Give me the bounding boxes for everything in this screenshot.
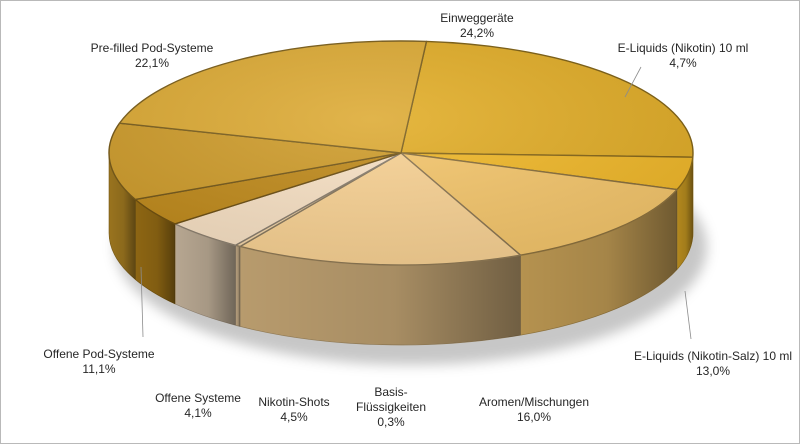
data-label-category: Einweggeräte xyxy=(440,11,514,25)
data-label-value: 13,0% xyxy=(695,364,731,378)
data-label-value: 22,1% xyxy=(134,56,170,70)
data-label-value: 11,1% xyxy=(82,362,116,376)
data-label-pre-filled-pod-systeme: Pre-filled Pod-Systeme 22,1% xyxy=(91,41,214,71)
data-label-category: Offene Pod-Systeme xyxy=(43,347,155,361)
data-label-value: 24,2% xyxy=(459,26,495,40)
data-label-e-liquids-nikotin-salz-10-ml: E-Liquids (Nikotin-Salz) 10 ml 13,0% xyxy=(634,349,792,379)
data-label-category: Pre-filled Pod-Systeme xyxy=(90,41,214,55)
data-label-basis-flussigkeiten: Basis- Flüssigkeiten 0,3% xyxy=(356,385,426,430)
data-label-category: Offene Systeme xyxy=(155,391,241,405)
data-label-e-liquids-nikotin-10-ml: E-Liquids (Nikotin) 10 ml 4,7% xyxy=(618,41,749,71)
data-label-value: 16,0% xyxy=(516,410,552,424)
leader-line-offene-pod-systeme xyxy=(140,266,144,338)
data-label-category: Basis- xyxy=(374,385,408,399)
data-label-value: 4,7% xyxy=(669,56,697,70)
data-label-category: Nikotin-Shots xyxy=(258,395,330,409)
data-label-offene-systeme: Offene Systeme 4,1% xyxy=(155,391,241,421)
data-label-category: Flüssigkeiten xyxy=(355,400,427,414)
data-label-offene-pod-systeme: Offene Pod-Systeme 11,1% xyxy=(43,347,154,377)
leader-line-e-liquids-nikotin-10-ml xyxy=(624,66,642,98)
slice-side-shade-aromen-mischungen xyxy=(240,246,521,346)
data-label-aromen-mischungen: Aromen/Mischungen 16,0% xyxy=(479,395,589,425)
data-label-category: E-Liquids (Nikotin) 10 ml xyxy=(617,41,749,55)
data-label-category: Aromen/Mischungen xyxy=(478,395,590,409)
data-label-value: 0,3% xyxy=(377,415,405,429)
data-label-value: 4,5% xyxy=(280,410,308,424)
data-label-value: 4,1% xyxy=(184,406,212,420)
leader-line-e-liquids-nikotin-salz-10-ml xyxy=(684,290,692,340)
data-label-category: E-Liquids (Nikotin-Salz) 10 ml xyxy=(633,349,793,363)
data-label-nikotin-shots: Nikotin-Shots 4,5% xyxy=(258,395,329,425)
slice-side-shade-basis-flussigkeiten xyxy=(235,245,241,327)
data-label-einweggerate: Einweggeräte 24,2% xyxy=(440,11,513,41)
